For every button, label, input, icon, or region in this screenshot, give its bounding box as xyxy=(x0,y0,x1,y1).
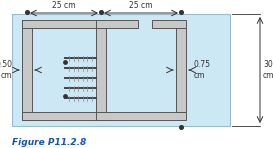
Text: 25 cm: 25 cm xyxy=(129,1,153,10)
Point xyxy=(99,11,103,13)
Text: 25 cm: 25 cm xyxy=(52,1,76,10)
Bar xyxy=(12,14,230,126)
Text: 30
cm: 30 cm xyxy=(263,60,273,80)
Text: 0.50
cm: 0.50 cm xyxy=(0,60,12,80)
Point xyxy=(25,11,29,13)
Bar xyxy=(22,112,106,120)
Text: 0.75
cm: 0.75 cm xyxy=(194,60,211,80)
Bar xyxy=(96,28,106,112)
Bar xyxy=(22,20,106,28)
Point xyxy=(179,11,183,13)
Text: Figure P11.2.8: Figure P11.2.8 xyxy=(12,138,86,147)
Bar xyxy=(176,28,186,112)
Point xyxy=(63,95,67,97)
Point xyxy=(179,126,183,128)
Bar xyxy=(22,20,32,120)
Bar xyxy=(96,20,138,28)
Bar xyxy=(96,112,186,120)
Bar xyxy=(152,20,186,28)
Point xyxy=(63,61,67,63)
